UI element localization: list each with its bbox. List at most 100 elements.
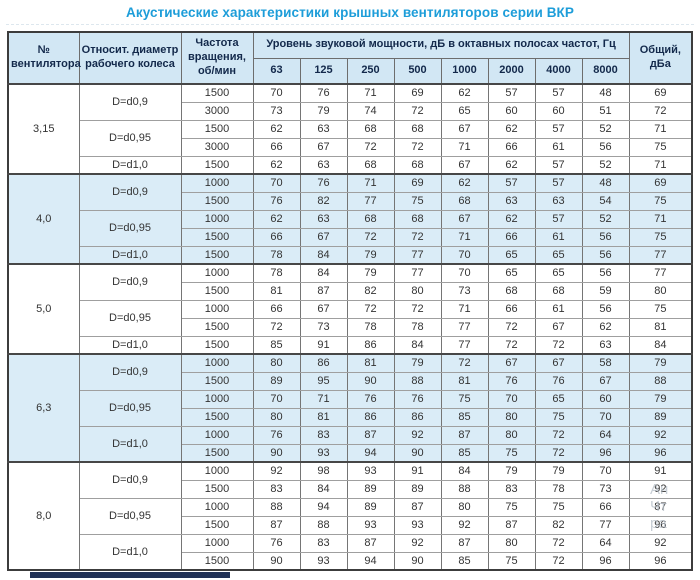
- spl-value-cell: 80: [487, 407, 536, 427]
- spl-value-cell: 56: [581, 263, 630, 283]
- spl-value-cell: 83: [299, 533, 348, 553]
- spl-value-cell: 83: [487, 479, 536, 499]
- rpm-cell: 1500: [180, 83, 254, 103]
- diameter-cell: D=d0,9: [78, 83, 182, 121]
- table-row: D=d0,95 1000 88 94 89 87 80 75 75 66 87: [8, 497, 693, 535]
- spl-value-cell: 56: [581, 137, 630, 157]
- spl-value-cell: 62: [440, 173, 489, 193]
- spl-value-cell: 77: [440, 317, 489, 337]
- spl-value-cell: 75: [534, 407, 583, 427]
- table-row: D=d1,0 1500 78 84 79 77 70 65 65 56 77: [8, 245, 693, 265]
- spl-value-cell: 94: [346, 551, 395, 571]
- spl-value-cell: 91: [299, 335, 348, 355]
- spl-value-cell: 78: [252, 245, 301, 265]
- total-cell: 69: [628, 83, 693, 103]
- spl-value-cell: 72: [534, 335, 583, 355]
- table-row: 6,3 D=d0,9 1000 80 86 81 79 72 67 67 58 79: [7, 353, 693, 463]
- spl-value-cell: 60: [534, 101, 583, 121]
- spl-value-cell: 74: [346, 101, 395, 121]
- spl-value-cell: 72: [487, 335, 536, 355]
- spl-value-cell: 72: [440, 353, 489, 373]
- spl-value-cell: 85: [440, 551, 489, 571]
- spl-value-cell: 67: [440, 209, 489, 229]
- spl-value-cell: 66: [487, 299, 536, 319]
- spl-value-cell: 51: [581, 101, 630, 121]
- total-cell: 79: [628, 353, 693, 373]
- rpm-cell: 1500: [180, 191, 254, 211]
- spl-value-cell: 70: [440, 245, 489, 265]
- spl-value-cell: 57: [534, 155, 583, 175]
- total-cell: 75: [628, 299, 693, 319]
- diameter-cell: D=d1,0: [78, 245, 182, 265]
- spl-value-cell: 68: [393, 119, 442, 139]
- spl-value-cell: 77: [440, 335, 489, 355]
- spl-value-cell: 70: [252, 389, 301, 409]
- rpm-cell: 1500: [180, 245, 254, 265]
- spl-value-cell: 96: [581, 551, 630, 571]
- title-divider: [6, 24, 694, 25]
- spl-value-cell: 57: [534, 173, 583, 193]
- spl-value-cell: 65: [487, 245, 536, 265]
- header-freq-8000: 8000: [581, 57, 630, 85]
- total-cell: 79: [628, 389, 693, 409]
- header-freq-2000: 2000: [487, 57, 536, 85]
- spl-value-cell: 65: [534, 245, 583, 265]
- spl-value-cell: 63: [299, 209, 348, 229]
- spl-value-cell: 84: [299, 263, 348, 283]
- total-cell: 75: [628, 137, 693, 157]
- spl-value-cell: 62: [440, 83, 489, 103]
- spl-value-cell: 80: [252, 407, 301, 427]
- rpm-cell: 1500: [180, 371, 254, 391]
- spl-value-cell: 77: [393, 245, 442, 265]
- spl-value-cell: 85: [252, 335, 301, 355]
- spl-value-cell: 63: [299, 119, 348, 139]
- spl-value-cell: 56: [581, 299, 630, 319]
- spl-value-cell: 62: [252, 155, 301, 175]
- spl-value-cell: 68: [534, 281, 583, 301]
- spl-value-cell: 67: [299, 227, 348, 247]
- total-cell: 71: [628, 119, 693, 139]
- spl-value-cell: 76: [299, 173, 348, 193]
- spl-value-cell: 63: [487, 191, 536, 211]
- total-cell: 75: [628, 227, 693, 247]
- total-cell: 88: [628, 371, 693, 391]
- total-cell: 96: [628, 551, 693, 571]
- spl-value-cell: 75: [393, 191, 442, 211]
- spl-value-cell: 72: [487, 317, 536, 337]
- rpm-cell: 1500: [180, 227, 254, 247]
- spl-value-cell: 84: [299, 479, 348, 499]
- spl-value-cell: 89: [252, 371, 301, 391]
- rpm-cell: 1500: [180, 407, 254, 427]
- spl-value-cell: 86: [299, 353, 348, 373]
- spl-value-cell: 68: [393, 155, 442, 175]
- spl-value-cell: 65: [440, 101, 489, 121]
- spl-value-cell: 76: [252, 191, 301, 211]
- spl-value-cell: 93: [299, 551, 348, 571]
- spl-value-cell: 66: [252, 227, 301, 247]
- rpm-cell: 3000: [180, 137, 254, 157]
- spl-value-cell: 72: [346, 137, 395, 157]
- spl-value-cell: 96: [581, 443, 630, 463]
- header-freq-125: 125: [299, 57, 348, 85]
- spl-value-cell: 94: [299, 497, 348, 517]
- spl-value-cell: 60: [581, 389, 630, 409]
- spl-value-cell: 63: [581, 335, 630, 355]
- spl-value-cell: 72: [393, 299, 442, 319]
- spl-value-cell: 87: [346, 533, 395, 553]
- spl-value-cell: 67: [487, 353, 536, 373]
- spl-value-cell: 62: [487, 155, 536, 175]
- header-freq-500: 500: [393, 57, 442, 85]
- rpm-cell: 1500: [180, 515, 254, 535]
- table-header: № вентилятора Относит. диаметр рабочего …: [7, 31, 693, 85]
- spl-value-cell: 87: [299, 281, 348, 301]
- spl-value-cell: 94: [346, 443, 395, 463]
- fan-number-cell: 6,3: [7, 353, 80, 463]
- spl-value-cell: 75: [534, 497, 583, 517]
- spl-value-cell: 75: [487, 443, 536, 463]
- spl-value-cell: 70: [581, 461, 630, 481]
- spl-value-cell: 90: [252, 551, 301, 571]
- spl-value-cell: 80: [252, 353, 301, 373]
- spl-value-cell: 80: [440, 497, 489, 517]
- spl-value-cell: 80: [487, 533, 536, 553]
- total-cell: 96: [628, 443, 693, 463]
